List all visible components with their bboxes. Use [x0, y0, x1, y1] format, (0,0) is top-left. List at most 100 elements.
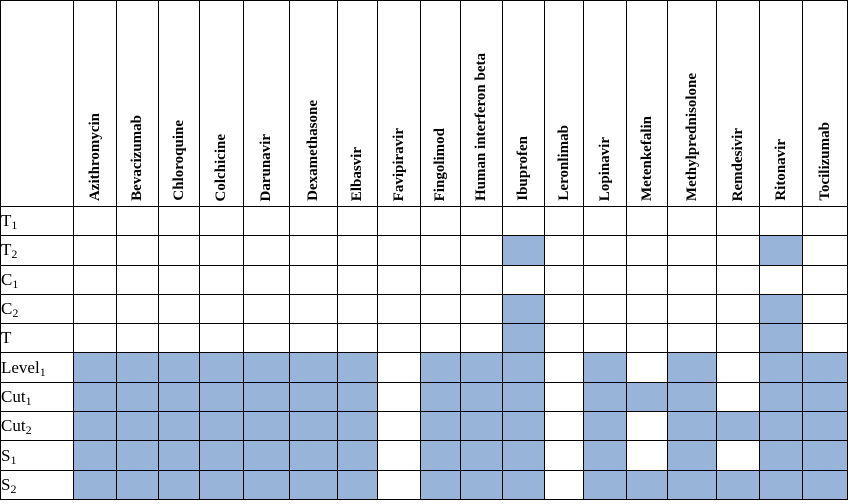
- empty-cell: [337, 264, 378, 295]
- filled-cell: [199, 440, 244, 471]
- empty-cell: [73, 205, 117, 237]
- drug-label: Leronlimab: [555, 125, 572, 201]
- empty-cell: [199, 323, 244, 354]
- row-label: Cut: [1, 416, 26, 436]
- filled-cell: [289, 469, 338, 500]
- drug-label: Remdesivir: [729, 127, 746, 201]
- column-header-ritonavir: Ritonavir: [759, 0, 803, 207]
- column-header-elbasvir: Elbasvir: [337, 0, 378, 207]
- empty-cell: [544, 323, 584, 354]
- filled-cell: [420, 381, 461, 413]
- empty-cell: [802, 264, 848, 295]
- filled-cell: [243, 469, 290, 500]
- empty-cell: [337, 293, 378, 325]
- empty-cell: [420, 293, 461, 325]
- filled-cell: [667, 381, 717, 413]
- empty-cell: [116, 205, 159, 237]
- column-header-azithromycin: Azithromycin: [73, 0, 117, 207]
- filled-cell: [73, 469, 117, 500]
- drug-label: Colchicine: [213, 133, 229, 202]
- drug-label: Lopinavir: [596, 136, 613, 201]
- filled-cell: [420, 440, 461, 471]
- empty-cell: [716, 293, 760, 325]
- filled-cell: [158, 440, 200, 471]
- row-label-subscript: 2: [12, 306, 19, 321]
- empty-cell: [716, 440, 760, 471]
- filled-cell: [116, 411, 159, 442]
- empty-cell: [199, 293, 244, 325]
- empty-cell: [667, 264, 717, 295]
- row-label: Level: [1, 357, 40, 377]
- column-header-human-interferon-beta: Human interferon beta: [460, 0, 503, 207]
- filled-cell: [802, 411, 848, 442]
- filled-cell: [243, 381, 290, 413]
- header-row: Azithromycin Bevacizumab Chloroquine Colchi…: [0, 0, 848, 207]
- empty-cell: [626, 235, 668, 266]
- empty-cell: [420, 235, 461, 266]
- empty-cell: [626, 411, 668, 442]
- filled-cell: [337, 352, 378, 383]
- row-header: Cut1: [0, 381, 74, 413]
- row-label-subscript: 1: [25, 393, 32, 408]
- corner-cell: [0, 0, 74, 207]
- empty-cell: [116, 293, 159, 325]
- drug-label: Azithromycin: [86, 112, 103, 201]
- empty-cell: [377, 264, 421, 295]
- empty-cell: [583, 323, 627, 354]
- filled-cell: [116, 440, 159, 471]
- row-label: C: [1, 299, 13, 319]
- empty-cell: [460, 205, 503, 237]
- row-header: T: [0, 323, 74, 354]
- table-body: T1 T2 C1 C2 T Level1 Cut1 Cut2 S1 S2: [0, 205, 848, 500]
- empty-cell: [502, 264, 545, 295]
- empty-cell: [583, 264, 627, 295]
- row-label-subscript: 1: [39, 364, 46, 379]
- table-row: C2: [0, 293, 848, 325]
- empty-cell: [667, 235, 717, 266]
- filled-cell: [626, 469, 668, 500]
- filled-cell: [337, 381, 378, 413]
- empty-cell: [716, 264, 760, 295]
- column-header-bevacizumab: Bevacizumab: [116, 0, 159, 207]
- table-row: T: [0, 323, 848, 354]
- row-label-subscript: 2: [11, 247, 18, 262]
- column-header-darunavir: Darunavir: [243, 0, 290, 207]
- row-header: C1: [0, 264, 74, 295]
- drug-label: Dexamethasone: [305, 100, 321, 201]
- column-header-lopinavir: Lopinavir: [583, 0, 627, 207]
- row-header: T2: [0, 235, 74, 266]
- empty-cell: [759, 205, 803, 237]
- filled-cell: [759, 323, 803, 354]
- empty-cell: [377, 235, 421, 266]
- filled-cell: [502, 440, 545, 471]
- filled-cell: [116, 469, 159, 500]
- empty-cell: [802, 323, 848, 354]
- row-label-subscript: 1: [11, 218, 18, 233]
- empty-cell: [289, 293, 338, 325]
- empty-cell: [377, 205, 421, 237]
- filled-cell: [583, 381, 627, 413]
- empty-cell: [544, 352, 584, 383]
- drug-label: Methylprednisolone: [683, 72, 700, 201]
- filled-cell: [716, 411, 760, 442]
- empty-cell: [544, 440, 584, 471]
- filled-cell: [420, 411, 461, 442]
- table-row: S2: [0, 469, 848, 500]
- filled-cell: [158, 411, 200, 442]
- empty-cell: [626, 264, 668, 295]
- empty-cell: [626, 323, 668, 354]
- filled-cell: [158, 381, 200, 413]
- filled-cell: [243, 411, 290, 442]
- filled-cell: [759, 381, 803, 413]
- column-header-tocilizumab: Tocilizumab: [802, 0, 848, 207]
- filled-cell: [460, 440, 503, 471]
- column-header-leronlimab: Leronlimab: [544, 0, 584, 207]
- filled-cell: [802, 381, 848, 413]
- filled-cell: [337, 440, 378, 471]
- empty-cell: [626, 205, 668, 237]
- table-row: Cut2: [0, 411, 848, 442]
- empty-cell: [377, 352, 421, 383]
- empty-cell: [716, 352, 760, 383]
- filled-cell: [667, 352, 717, 383]
